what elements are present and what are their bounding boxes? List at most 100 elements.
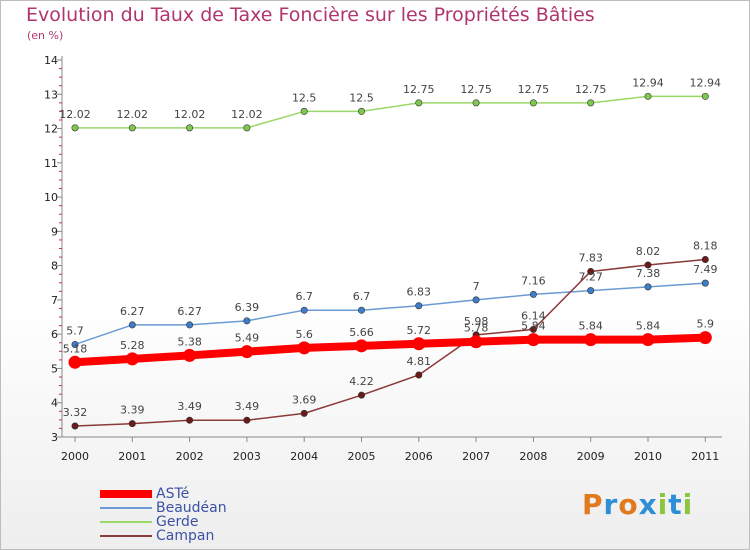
data-point-gerde — [415, 99, 423, 107]
data-label-gerde: 12.75 — [403, 83, 435, 96]
legend-swatch — [100, 490, 152, 498]
data-point-asté — [641, 333, 655, 347]
chart-title: Evolution du Taux de Taxe Foncière sur l… — [26, 4, 595, 26]
data-label-campan: 4.81 — [407, 355, 432, 368]
legend-item-beaudéan: Beaudéan — [100, 500, 300, 516]
y-tick-label: 4 — [51, 397, 58, 410]
y-tick-label: 9 — [51, 225, 58, 238]
data-label-gerde: 12.75 — [575, 83, 607, 96]
data-point-asté — [355, 339, 368, 353]
legend-label: Campan — [156, 528, 215, 544]
data-point-campan — [415, 371, 423, 379]
data-label-asté: 5.66 — [349, 326, 374, 339]
data-point-asté — [412, 337, 426, 351]
data-label-campan: 3.39 — [120, 404, 145, 417]
data-point-gerde — [243, 124, 251, 132]
data-label-campan: 3.49 — [235, 400, 260, 413]
data-label-beaudéan: 7.16 — [521, 274, 546, 287]
data-point-asté — [584, 333, 598, 347]
y-tick-label: 3 — [51, 431, 58, 444]
data-label-asté: 5.38 — [177, 335, 202, 348]
data-point-campan — [701, 255, 709, 263]
data-point-beaudéan — [71, 340, 79, 348]
data-point-beaudéan — [300, 306, 308, 314]
data-point-asté — [698, 331, 712, 345]
data-label-campan: 3.49 — [177, 400, 202, 413]
legend-label: ASTé — [156, 486, 190, 502]
data-point-gerde — [357, 107, 365, 115]
legend-swatch — [100, 507, 152, 509]
data-point-campan — [243, 416, 251, 424]
data-label-gerde: 12.5 — [349, 91, 374, 104]
y-tick-label: 6 — [51, 328, 58, 341]
data-label-asté: 5.49 — [235, 332, 260, 345]
data-point-beaudéan — [243, 317, 251, 325]
data-label-beaudéan: 6.27 — [177, 305, 202, 318]
data-point-beaudéan — [529, 290, 537, 298]
data-label-beaudéan: 7.38 — [636, 267, 661, 280]
data-label-beaudéan: 6.39 — [235, 301, 260, 314]
data-point-gerde — [529, 99, 537, 107]
data-point-gerde — [71, 124, 79, 132]
y-tick-label: 11 — [44, 157, 58, 170]
logo-letter: i — [657, 488, 669, 521]
data-label-gerde: 12.75 — [518, 83, 550, 96]
data-label-beaudéan: 7.27 — [578, 271, 603, 284]
data-label-campan: 6.14 — [521, 309, 546, 322]
data-point-campan — [128, 420, 136, 428]
y-tick-label: 13 — [44, 88, 58, 101]
data-point-beaudéan — [587, 287, 595, 295]
data-label-gerde: 12.02 — [174, 108, 206, 121]
data-point-asté — [526, 333, 540, 347]
x-tick-label: 2000 — [61, 450, 89, 463]
data-label-asté: 5.6 — [295, 328, 313, 341]
data-point-asté — [297, 341, 311, 355]
data-point-campan — [644, 261, 652, 269]
y-tick-label: 12 — [44, 123, 58, 136]
x-tick-label: 2006 — [405, 450, 433, 463]
x-tick-label: 2001 — [118, 450, 146, 463]
data-point-campan — [357, 391, 365, 399]
data-label-gerde: 12.94 — [632, 76, 664, 89]
logo-letter: o — [618, 488, 639, 521]
data-point-asté — [183, 348, 197, 362]
data-label-asté: 5.28 — [120, 339, 145, 352]
data-point-beaudéan — [128, 321, 136, 329]
data-label-campan: 3.32 — [63, 406, 88, 419]
data-label-campan: 5.98 — [464, 315, 489, 328]
data-label-asté: 5.78 — [464, 322, 489, 335]
data-point-gerde — [472, 99, 480, 107]
data-label-asté: 5.72 — [407, 324, 432, 337]
logo-letter: r — [603, 488, 619, 521]
data-point-asté — [125, 352, 139, 366]
data-point-gerde — [587, 99, 595, 107]
data-point-gerde — [644, 92, 652, 100]
x-tick-label: 2007 — [462, 450, 490, 463]
data-label-asté: 5.18 — [63, 342, 88, 355]
data-point-beaudéan — [186, 321, 194, 329]
y-tick-label: 5 — [51, 362, 58, 375]
legend-swatch — [100, 521, 152, 523]
data-label-beaudéan: 6.27 — [120, 305, 145, 318]
data-label-beaudéan: 6.7 — [295, 290, 313, 303]
data-label-asté: 5.84 — [636, 320, 661, 333]
data-point-asté — [240, 345, 254, 359]
y-tick-label: 10 — [44, 191, 58, 204]
legend-label: Gerde — [156, 514, 199, 530]
data-label-beaudéan: 7 — [473, 280, 480, 293]
series-line-campan — [74, 258, 707, 427]
y-tick-label: 8 — [51, 260, 58, 273]
data-label-campan: 3.69 — [292, 393, 317, 406]
data-label-campan: 8.02 — [636, 245, 661, 258]
x-tick-label: 2005 — [348, 450, 376, 463]
data-point-beaudéan — [472, 296, 480, 304]
data-label-asté: 5.9 — [697, 318, 715, 331]
data-point-campan — [186, 416, 194, 424]
data-point-campan — [300, 409, 308, 417]
data-point-gerde — [300, 107, 308, 115]
data-label-beaudéan: 6.7 — [353, 290, 371, 303]
data-point-gerde — [128, 124, 136, 132]
data-point-gerde — [701, 92, 709, 100]
